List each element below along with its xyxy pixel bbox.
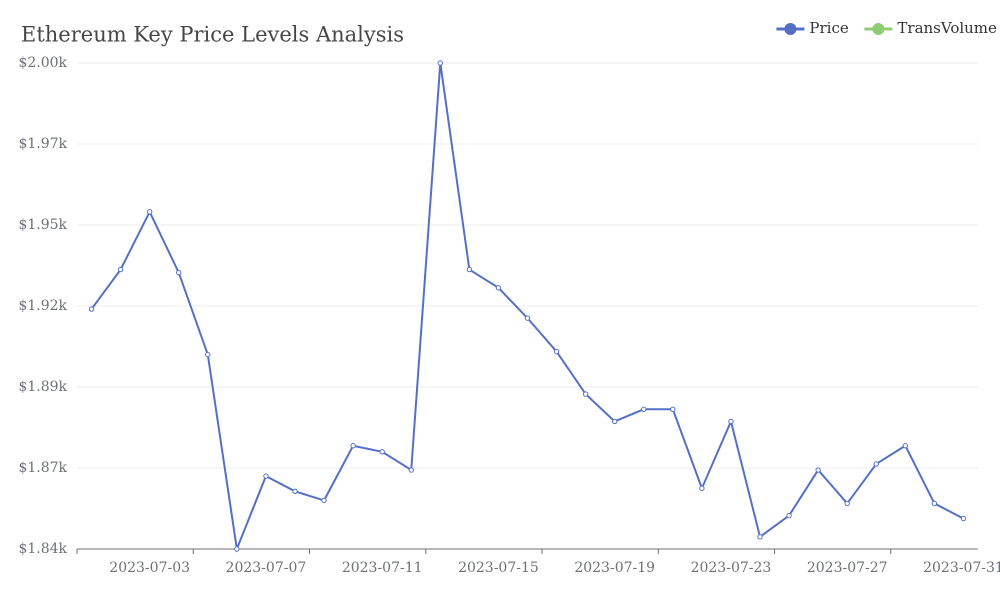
point: [321, 497, 327, 504]
point: [379, 449, 385, 455]
point: [844, 500, 850, 507]
point: [263, 473, 269, 479]
point: [524, 315, 531, 321]
point: [815, 467, 821, 473]
x-tick-label: 2023-07-19: [574, 560, 655, 576]
point: [582, 391, 589, 397]
point: [699, 485, 705, 491]
point: [205, 351, 211, 358]
point: [931, 500, 938, 507]
point: [292, 488, 298, 494]
point: [757, 534, 763, 540]
y-tick-label: $1.84k: [18, 541, 67, 557]
point: [234, 546, 240, 552]
point: [437, 60, 444, 66]
legend-text: Price: [809, 19, 848, 37]
point: [176, 269, 182, 276]
y-tick-label: $1.92k: [18, 298, 67, 314]
legend-text: TransVolume: [897, 19, 997, 37]
point: [786, 512, 792, 519]
y-tick-label: $2.00k: [18, 55, 67, 71]
point: [728, 418, 734, 425]
y-tick-label: $1.87k: [18, 460, 67, 476]
y-tick-label: $1.97k: [18, 136, 67, 152]
point: [611, 418, 618, 425]
point: [88, 306, 95, 312]
point: [553, 348, 560, 355]
y-tick-label: $1.95k: [18, 217, 67, 233]
point: [902, 443, 909, 449]
point: [466, 266, 473, 273]
point: [495, 285, 502, 291]
x-tick-label: 2023-07-07: [226, 560, 307, 576]
x-tick-label: 2023-07-31: [923, 560, 1000, 576]
x-tick-label: 2023-07-03: [109, 560, 190, 576]
point: [350, 443, 356, 449]
x-tick-label: 2023-07-15: [458, 560, 539, 576]
legend-icon-dot: [784, 23, 797, 35]
point: [408, 467, 414, 473]
point: [873, 461, 879, 467]
point: [641, 406, 647, 412]
chart-title: Ethereum Key Price Levels Analysis: [21, 23, 404, 47]
point: [960, 515, 967, 522]
x-tick-label: 2023-07-11: [342, 560, 423, 576]
x-tick-label: 2023-07-27: [807, 560, 888, 576]
y-tick-label: $1.89k: [18, 379, 67, 395]
legend-icon-dot: [872, 23, 885, 35]
point: [146, 209, 153, 215]
point: [117, 266, 124, 273]
point: [670, 406, 676, 412]
x-tick-label: 2023-07-23: [691, 560, 772, 576]
